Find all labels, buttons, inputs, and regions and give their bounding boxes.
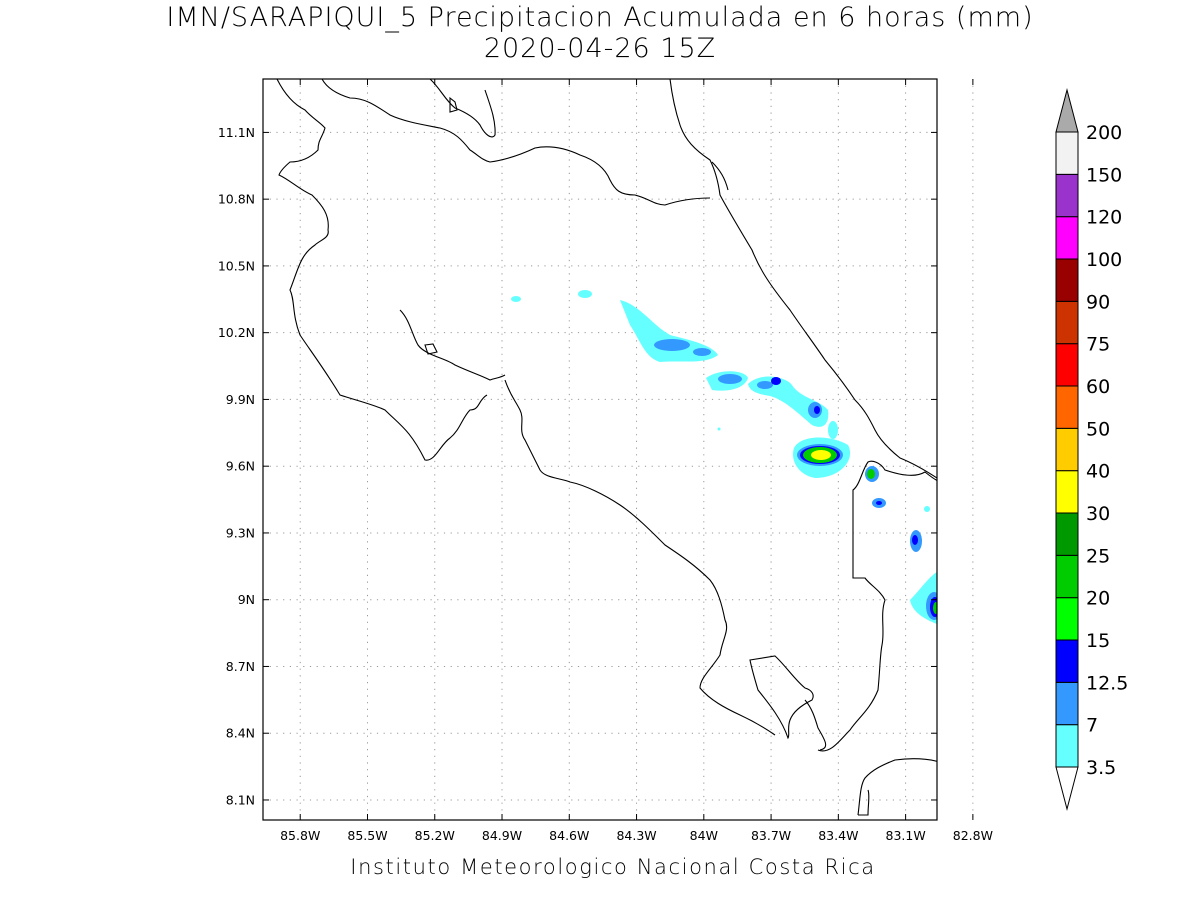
- axis-ticks: 85.8W 85.5W 85.2W 84.9W 84.6W 84.3W 84W 83.7W 83…: [218, 79, 993, 843]
- lon-tick-label: 83.7W: [751, 828, 791, 843]
- precip-cell: [828, 421, 838, 439]
- lat-tick-label: 9.9N: [226, 392, 255, 407]
- colorbar-label: 50: [1086, 418, 1110, 440]
- lat-tick-label: 11.1N: [218, 125, 255, 140]
- map-frame: [262, 78, 938, 821]
- lon-tick-label: 84.3W: [616, 828, 656, 843]
- colorbar-label: 100: [1086, 249, 1122, 271]
- colorbar-label: 15: [1086, 630, 1110, 652]
- lon-tick-label: 85.8W: [280, 828, 320, 843]
- precip-cell: [717, 427, 721, 431]
- lon-tick-label: 84.6W: [549, 828, 589, 843]
- colorbar-swatch: [1055, 470, 1079, 514]
- colorbar-swatch: [1055, 639, 1079, 683]
- lat-tick-label: 9N: [238, 592, 255, 607]
- lat-tick-label: 10.8N: [218, 192, 255, 207]
- precip-cell: [757, 381, 773, 389]
- precip-cell: [620, 300, 718, 362]
- colorbar-swatch: [1055, 258, 1079, 302]
- precip-cell: [811, 450, 831, 460]
- precip-cell: [511, 296, 521, 302]
- colorbar-swatch: [1055, 131, 1079, 175]
- precip-cell: [933, 602, 937, 614]
- colorbar-label: 3.5: [1086, 757, 1116, 779]
- footer-credit: Instituto Meteorologico Nacional Costa R…: [350, 855, 876, 879]
- precipitation-field: [511, 290, 937, 624]
- colorbar: 3.5 7 12.5 15 20 25 30 40 50 60 75 90 100 120 150 200: [1055, 88, 1128, 811]
- colorbar-label: 7: [1086, 715, 1098, 737]
- colorbar-swatch: [1055, 597, 1079, 641]
- lat-tick-label: 10.5N: [218, 258, 255, 273]
- colorbar-label: 20: [1086, 588, 1110, 610]
- colorbar-swatch: [1055, 427, 1079, 472]
- precip-cell: [867, 469, 875, 479]
- lon-tick-label: 85.2W: [415, 828, 455, 843]
- colorbar-label: 25: [1086, 545, 1110, 567]
- colorbar-swatch: [1055, 343, 1079, 387]
- colorbar-swatch: [1055, 300, 1079, 345]
- precip-cell: [876, 501, 882, 505]
- precip-cell: [924, 506, 930, 512]
- precip-cell: [748, 376, 829, 427]
- colorbar-label: 90: [1086, 291, 1110, 313]
- lat-tick-label: 8.7N: [226, 659, 255, 674]
- colorbar-swatch: [1055, 724, 1079, 768]
- colorbar-swatch: [1055, 512, 1079, 556]
- lon-tick-label: 83.4W: [818, 828, 858, 843]
- lon-tick-label: 85.5W: [347, 828, 387, 843]
- colorbar-label: 30: [1086, 503, 1110, 525]
- colorbar-over-arrow: [1055, 88, 1079, 133]
- colorbar-under-arrow: [1055, 766, 1079, 811]
- lon-tick-label: 84W: [690, 828, 718, 843]
- lat-tick-label: 9.3N: [226, 525, 255, 540]
- colorbar-swatch: [1055, 554, 1079, 599]
- lon-tick-label: 82.8W: [953, 828, 993, 843]
- colorbar-swatch: [1055, 216, 1079, 260]
- precip-cell: [693, 348, 711, 356]
- colorbar-label: 120: [1086, 207, 1122, 229]
- precip-cell: [912, 535, 918, 545]
- graticule: [263, 79, 974, 820]
- lon-tick-label: 84.9W: [482, 828, 522, 843]
- lat-tick-label: 8.4N: [226, 726, 255, 741]
- coastline: [276, 79, 937, 816]
- colorbar-label: 12.5: [1086, 672, 1128, 694]
- lat-tick-label: 8.1N: [226, 792, 255, 807]
- colorbar-swatch: [1055, 681, 1079, 726]
- map-valid-time: 2020-04-26 15Z: [483, 33, 717, 64]
- colorbar-label: 150: [1086, 164, 1122, 186]
- colorbar-swatch: [1055, 385, 1079, 429]
- lat-tick-label: 10.2N: [218, 325, 255, 340]
- precip-cell: [718, 374, 742, 384]
- lon-tick-label: 83.1W: [886, 828, 926, 843]
- precip-cell: [654, 339, 690, 351]
- precip-cell: [578, 290, 592, 298]
- map-title: IMN/SARAPIQUI_5 Precipitacion Acumulada …: [166, 2, 1034, 33]
- precip-cell: [771, 377, 781, 385]
- colorbar-label: 60: [1086, 376, 1110, 398]
- colorbar-swatch: [1055, 173, 1079, 218]
- colorbar-label: 200: [1086, 122, 1122, 144]
- lat-tick-label: 9.6N: [226, 459, 255, 474]
- colorbar-label: 40: [1086, 461, 1110, 483]
- precip-cell: [814, 406, 820, 414]
- colorbar-label: 75: [1086, 334, 1110, 356]
